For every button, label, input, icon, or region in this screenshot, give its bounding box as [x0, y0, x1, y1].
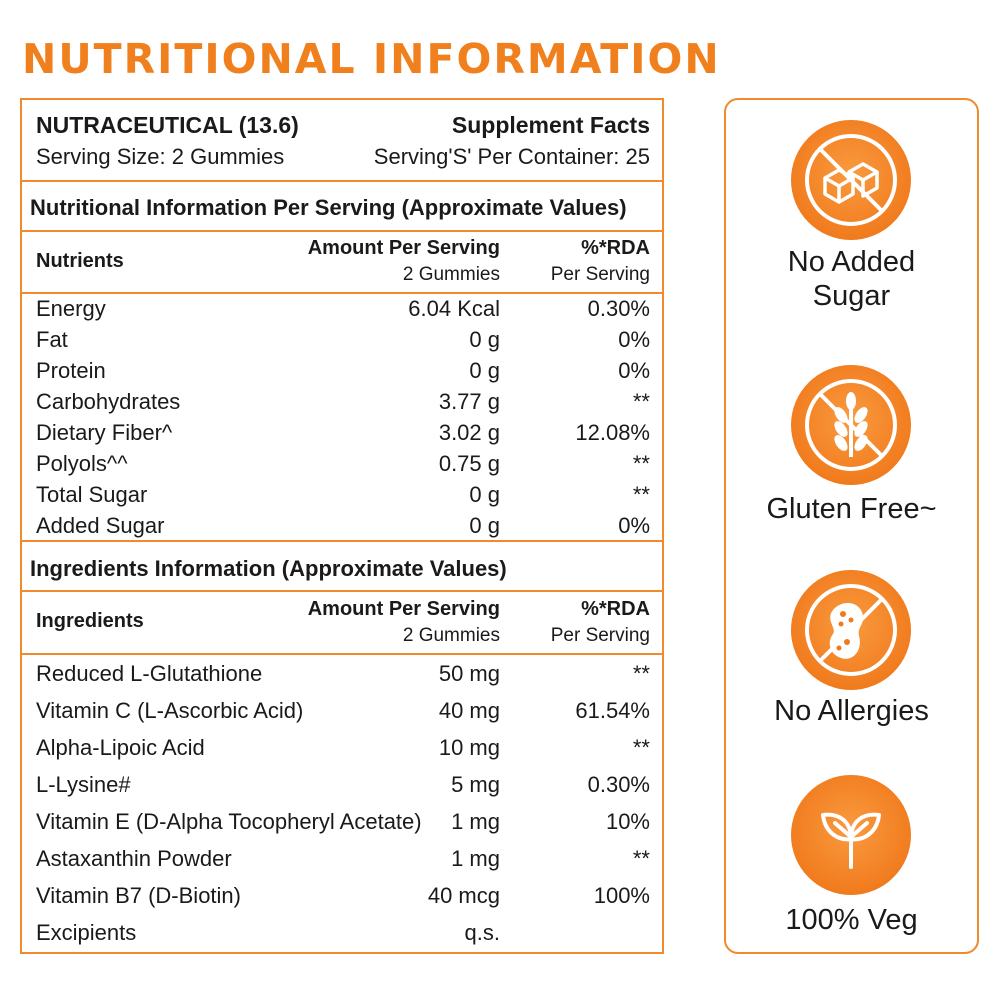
row-rda: **: [632, 389, 650, 414]
row-name: Reduced L-Glutathione: [36, 661, 263, 686]
row-rda: 0.30%: [587, 772, 650, 797]
row-amount: 0.75 g: [438, 451, 500, 476]
sugar-cubes-crossed-icon: [791, 120, 911, 240]
row-name: Vitamin B7 (D-Biotin): [36, 883, 241, 908]
divider: [22, 540, 662, 542]
row-name: Fat: [36, 327, 68, 352]
row-rda: 12.08%: [575, 420, 650, 445]
row-name: Dietary Fiber^: [36, 420, 173, 445]
divider: [22, 230, 662, 232]
row-amount: 10 mg: [438, 735, 500, 760]
row-rda: **: [632, 661, 650, 686]
badge-label: 100% Veg: [785, 904, 918, 936]
wheat-crossed-icon: [791, 365, 911, 485]
row-amount: 1 mg: [451, 846, 500, 871]
row-name: Astaxanthin Powder: [36, 846, 232, 871]
rda-column-subheader: Per Serving: [550, 625, 650, 646]
divider: [22, 590, 662, 592]
row-amount: 0 g: [469, 482, 500, 507]
row-amount: 1 mg: [451, 809, 500, 834]
row-name: Vitamin E (D-Alpha Tocopheryl Acetate): [36, 809, 422, 834]
row-amount: 40 mg: [438, 698, 500, 723]
row-rda: 0%: [618, 513, 650, 538]
leaf-sprout-icon: [791, 775, 911, 895]
row-amount: 3.02 g: [438, 420, 500, 445]
row-name: Vitamin C (L-Ascorbic Acid): [36, 698, 304, 723]
ingredients-section-title: Ingredients Information (Approximate Val…: [30, 556, 507, 581]
row-amount: 0 g: [469, 327, 500, 352]
row-amount: 40 mcg: [427, 883, 500, 908]
row-name: Polyols^^: [36, 451, 128, 476]
badge-label: Sugar: [812, 280, 891, 312]
divider: [22, 653, 662, 655]
row-name: L-Lysine#: [36, 772, 131, 797]
row-name: Added Sugar: [36, 513, 165, 538]
rda-column-header: %*RDA: [581, 237, 650, 259]
row-name: Protein: [36, 358, 106, 383]
nutrition-section-title: Nutritional Information Per Serving (App…: [30, 195, 627, 220]
row-amount: 0 g: [469, 513, 500, 538]
row-amount: 5 mg: [451, 772, 500, 797]
row-rda: 0.30%: [587, 296, 650, 321]
product-name: NUTRACEUTICAL (13.6): [36, 112, 299, 138]
amount-column-header: Amount Per Serving: [307, 598, 500, 620]
row-name: Carbohydrates: [36, 389, 181, 414]
badge-label: No Added: [787, 246, 916, 278]
row-rda: **: [632, 451, 650, 476]
rda-column-header: %*RDA: [581, 598, 650, 620]
peanut-crossed-icon: [791, 570, 911, 690]
badge-label: Gluten Free~: [766, 493, 937, 525]
feature-badges-panel: No Added Sugar Gluten Free~: [724, 98, 979, 954]
supplement-facts-table: NUTRACEUTICAL (13.6) Supplement Facts Se…: [20, 98, 664, 954]
row-rda: 61.54%: [575, 698, 650, 723]
divider: [22, 292, 662, 294]
divider: [22, 180, 662, 182]
row-name: Energy: [36, 296, 106, 321]
amount-column-header: Amount Per Serving: [307, 237, 500, 259]
row-rda: 0%: [618, 358, 650, 383]
nutrients-column-header: Nutrients: [36, 250, 124, 272]
servings-per-container: Serving'S' Per Container: 25: [373, 144, 650, 169]
row-amount: 50 mg: [438, 661, 500, 686]
rda-column-subheader: Per Serving: [550, 264, 650, 285]
ingredients-column-header: Ingredients: [36, 610, 144, 632]
row-name: Excipients: [36, 920, 137, 945]
row-rda: 10%: [605, 809, 650, 834]
serving-size: Serving Size: 2 Gummies: [36, 144, 285, 169]
amount-column-subheader: 2 Gummies: [402, 264, 500, 285]
amount-column-subheader: 2 Gummies: [402, 625, 500, 646]
row-amount: 3.77 g: [438, 389, 500, 414]
row-name: Alpha-Lipoic Acid: [36, 735, 205, 760]
row-rda: 0%: [618, 327, 650, 352]
row-name: Total Sugar: [36, 482, 148, 507]
row-amount: 0 g: [469, 358, 500, 383]
row-rda: **: [632, 735, 650, 760]
row-rda: **: [632, 846, 650, 871]
page-title: NUTRITIONAL INFORMATION: [22, 35, 721, 83]
row-rda: **: [632, 482, 650, 507]
row-amount: 6.04 Kcal: [408, 296, 500, 321]
supplement-facts-label: Supplement Facts: [451, 112, 650, 138]
row-rda: 100%: [593, 883, 650, 908]
row-amount: q.s.: [464, 920, 500, 945]
badge-label: No Allergies: [774, 695, 929, 727]
